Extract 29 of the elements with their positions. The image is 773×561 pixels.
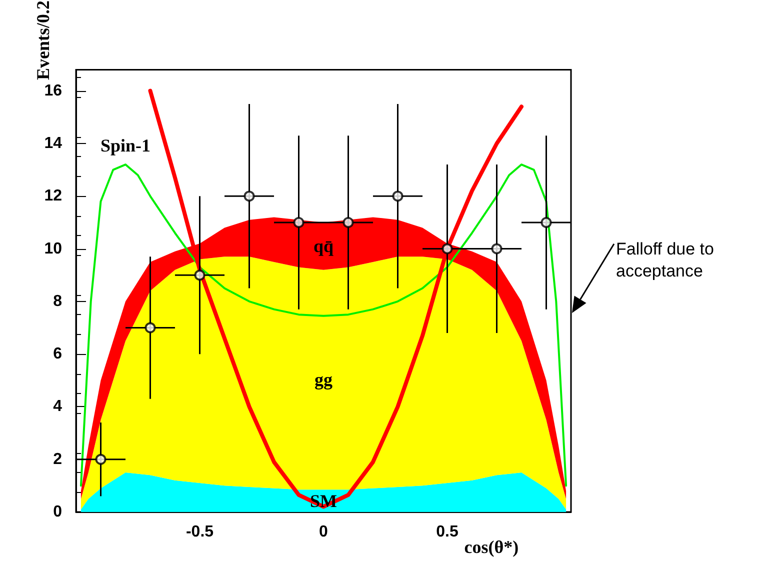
point: [194, 270, 206, 281]
x-tick-label: 0: [319, 524, 328, 540]
text: Falloff due to acceptance: [616, 239, 719, 280]
y-tick-label: 6: [53, 346, 62, 363]
point: [293, 216, 304, 228]
point: [392, 190, 404, 202]
series-label: Spin-1: [100, 136, 151, 156]
series-label: qq̄: [313, 236, 334, 256]
y-tick-label: 16: [44, 82, 62, 100]
x-axis-title: cos(θ*): [464, 537, 519, 557]
series-label: gg: [314, 370, 332, 390]
y-tick-label: 14: [44, 134, 62, 152]
y-tick-label: 4: [53, 398, 62, 416]
point: [144, 322, 156, 334]
point: [95, 454, 106, 465]
point: [244, 190, 255, 202]
y-tick-label: 2: [53, 450, 62, 468]
x-tick-label: -0.5: [186, 524, 214, 540]
line-series: [80, 164, 568, 487]
point: [442, 243, 453, 254]
y-tick-label: 12: [44, 188, 62, 205]
point: [540, 216, 552, 228]
y-axis-title: Events/0.2: [33, 0, 53, 80]
y-tick-label: 10: [44, 240, 62, 258]
point: [491, 243, 502, 254]
point: [342, 216, 354, 228]
y-tick-label: 0: [53, 504, 62, 520]
y-tick-label: 8: [53, 292, 62, 310]
x-tick-label: 0.5: [436, 524, 458, 540]
